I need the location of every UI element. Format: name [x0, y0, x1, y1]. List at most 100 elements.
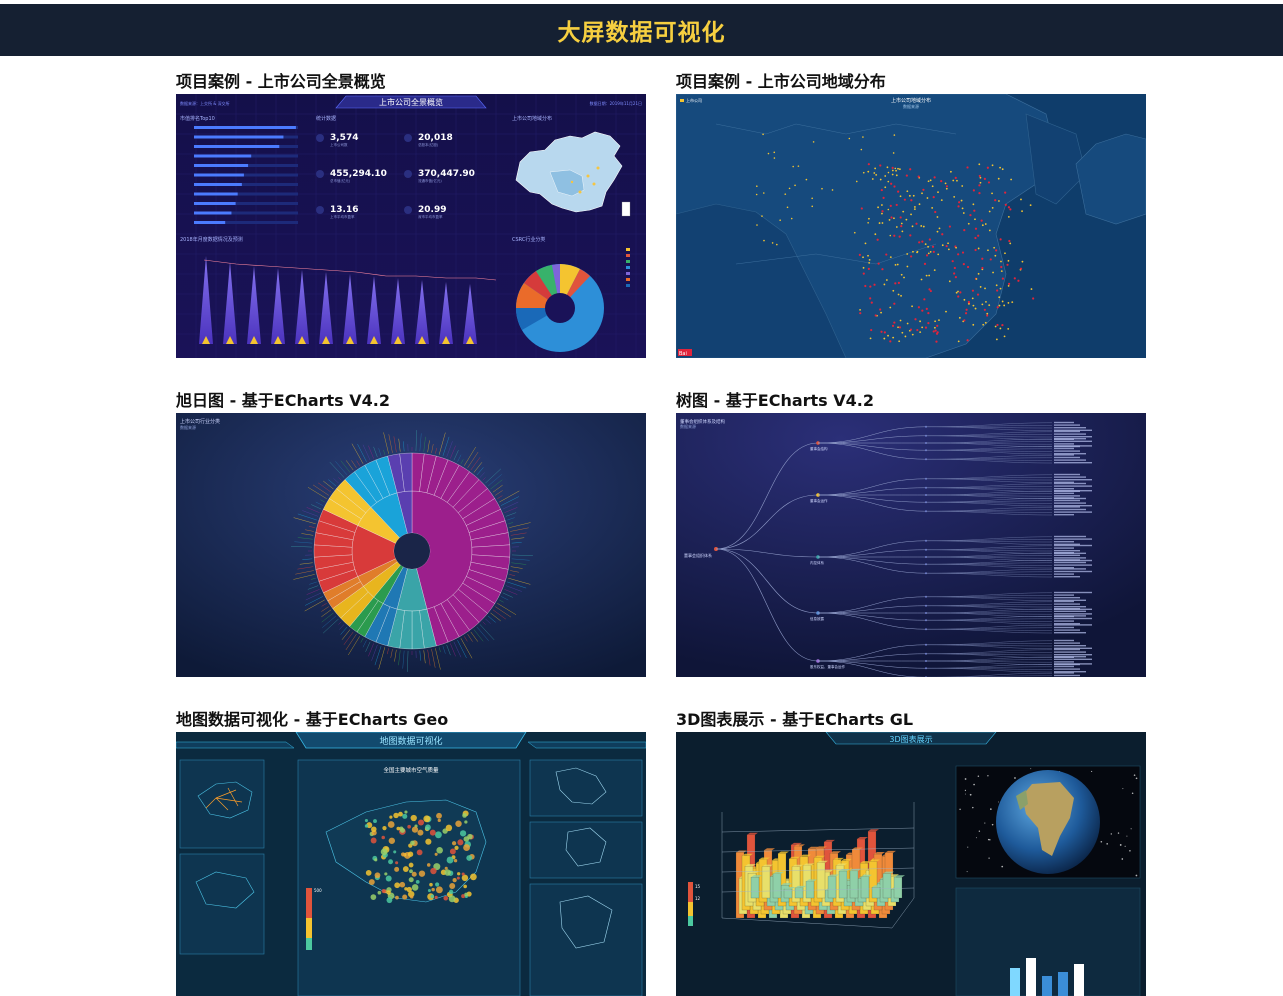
- dot: [898, 294, 900, 296]
- dot: [892, 325, 894, 327]
- dot: [895, 170, 897, 172]
- svg-text:3D图表展示: 3D图表展示: [889, 734, 932, 744]
- dot: [927, 312, 929, 314]
- svg-text:Bai: Bai: [679, 351, 687, 357]
- dot: [1008, 206, 1010, 208]
- dot: [924, 263, 926, 265]
- city-dot: [454, 846, 458, 850]
- dot: [893, 185, 895, 187]
- bar: [194, 193, 238, 196]
- city-dot: [427, 863, 431, 867]
- dot: [893, 235, 895, 237]
- dot: [875, 174, 877, 176]
- city-dot: [404, 810, 407, 813]
- city-dot: [457, 839, 463, 845]
- dot: [909, 168, 911, 170]
- bar: [194, 202, 236, 205]
- bar-3d: [784, 889, 792, 898]
- dot: [921, 310, 923, 312]
- dot: [1000, 261, 1002, 263]
- dot: [859, 254, 861, 256]
- card-title[interactable]: 3D图表展示 - 基于ECharts GL: [676, 708, 1146, 732]
- dot: [864, 285, 866, 287]
- card-title[interactable]: 项目案例 - 上市公司地域分布: [676, 70, 1146, 94]
- dot: [974, 218, 976, 220]
- dot: [905, 219, 907, 221]
- card-title[interactable]: 项目案例 - 上市公司全景概览: [176, 70, 646, 94]
- dot: [874, 168, 876, 170]
- card-title[interactable]: 旭日图 - 基于ECharts V4.2: [176, 389, 646, 413]
- dot: [1006, 264, 1008, 266]
- dot: [1008, 260, 1010, 262]
- dot: [909, 234, 911, 236]
- thumbnail-tree[interactable]: 董事会组织体系及结构 数据来源 董事会结构董事会运作内控体系信息披露股东权益、董…: [676, 413, 1146, 677]
- dot: [1008, 216, 1010, 218]
- stat-value: 370,447.90: [418, 169, 475, 179]
- dot: [879, 308, 881, 310]
- dot: [882, 197, 884, 199]
- city-dot: [435, 896, 438, 899]
- dot: [884, 331, 886, 333]
- card-regional-distribution[interactable]: 项目案例 - 上市公司地域分布 上市公司地域分布 数据来源 上市公司 Bai: [676, 70, 1146, 358]
- card-market-overview[interactable]: 项目案例 - 上市公司全景概览 上市公司全景概览 数: [176, 70, 646, 358]
- dot: [949, 225, 951, 227]
- tree-branch-label: 信息披露: [810, 616, 824, 621]
- dot: [889, 340, 891, 342]
- svg-text:数据日期：2019年11月21日: 数据日期：2019年11月21日: [590, 100, 642, 106]
- card-3d-charts[interactable]: 3D图表展示 - 基于ECharts GL 3D图表展示 15 12: [676, 708, 1146, 996]
- dot: [952, 260, 954, 262]
- city-dot: [382, 826, 386, 830]
- dot: [919, 203, 921, 205]
- city-dot: [430, 830, 436, 836]
- dot: [936, 325, 938, 327]
- city-dot: [419, 870, 425, 876]
- city-dot: [411, 815, 417, 821]
- dot: [923, 298, 925, 300]
- city-dot: [412, 827, 418, 833]
- card-tree[interactable]: 树图 - 基于ECharts V4.2 董事会组织体系及结构 数据来源 董事会结…: [676, 389, 1146, 677]
- card-geo-map[interactable]: 地图数据可视化 - 基于ECharts Geo 地图数据可视化 全国主要城: [176, 708, 646, 996]
- card-title[interactable]: 树图 - 基于ECharts V4.2: [676, 389, 1146, 413]
- dot: [997, 306, 999, 308]
- thumbnail-3d-charts[interactable]: 3D图表展示 15 12: [676, 732, 1146, 996]
- dot: [1008, 240, 1010, 242]
- city-dot: [453, 878, 457, 882]
- city-dot: [470, 874, 477, 881]
- dot: [1005, 204, 1007, 206]
- dot: [926, 275, 928, 277]
- bar: [194, 145, 279, 148]
- dot: [1031, 288, 1033, 290]
- thumbnail-sunburst[interactable]: 上市公司行业分类 数据来源: [176, 413, 646, 677]
- card-sunburst[interactable]: 旭日图 - 基于ECharts V4.2 上市公司行业分类 数据来源: [176, 389, 646, 677]
- dot: [880, 179, 882, 181]
- dot: [932, 246, 934, 248]
- dot: [1020, 199, 1022, 201]
- dot: [907, 323, 909, 325]
- card-title[interactable]: 地图数据可视化 - 基于ECharts Geo: [176, 708, 646, 732]
- dot: [957, 295, 959, 297]
- dot: [921, 192, 923, 194]
- city-dot: [430, 868, 436, 874]
- stat-value: 20,018: [418, 133, 453, 143]
- dot: [912, 225, 914, 227]
- thumbnail-regional-distribution[interactable]: 上市公司地域分布 数据来源 上市公司 Bai: [676, 94, 1146, 358]
- dot: [879, 164, 881, 166]
- dot: [931, 207, 933, 209]
- stat-label: 总股本(亿股): [418, 142, 439, 147]
- dot: [990, 258, 992, 260]
- dot: [918, 241, 920, 243]
- dot: [892, 174, 894, 176]
- dot: [962, 207, 964, 209]
- dot: [967, 339, 969, 341]
- city-dot: [378, 891, 382, 895]
- stat-value: 455,294.10: [330, 169, 387, 179]
- dot: [887, 335, 889, 337]
- dot: [911, 305, 913, 307]
- thumbnail-market-overview[interactable]: 上市公司全景概览 数据来源：上交所 & 深交所 数据日期：2019年11月21日…: [176, 94, 646, 358]
- dot: [868, 218, 870, 220]
- city-dot: [409, 863, 414, 868]
- thumbnail-geo-map[interactable]: 地图数据可视化 全国主要城市空气质量 500: [176, 732, 646, 996]
- dot: [969, 214, 971, 216]
- dot: [998, 200, 1000, 202]
- bar-3d: [817, 863, 825, 898]
